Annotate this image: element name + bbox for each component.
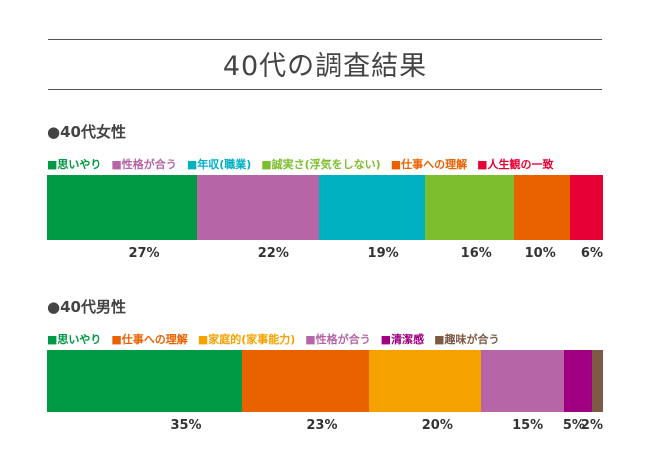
bar-segment <box>591 350 603 412</box>
bar-segment <box>47 175 198 240</box>
legend-item: ■清潔感 <box>380 333 425 346</box>
labels-male: 35% 23% 20% 15% 5% 2% <box>47 418 603 434</box>
data-label: 22% <box>257 246 289 261</box>
bar-segment <box>569 175 603 240</box>
bar-segment <box>47 350 242 412</box>
data-label: 27% <box>128 246 160 261</box>
labels-female: 27% 22% 19% 16% 10% 6% <box>47 246 603 262</box>
legend-item: ■趣味が合う <box>434 333 500 346</box>
bottom-rule <box>48 89 602 90</box>
data-label: 16% <box>460 246 492 261</box>
legend-item: ■人生観の一致 <box>477 158 554 171</box>
bar-segment <box>564 350 592 412</box>
legend-female: ■思いやり ■性格が合う ■年収(職業) ■誠実さ(浮気をしない) ■仕事への理解 ■人生… <box>47 156 554 172</box>
data-label: 2% <box>580 418 603 433</box>
data-label: 6% <box>580 246 603 261</box>
legend-item: ■年収(職業) <box>186 158 252 171</box>
legend-item: ■誠実さ(浮気をしない) <box>261 158 381 171</box>
data-label: 20% <box>421 418 453 433</box>
bar-segment <box>480 350 565 412</box>
bar-segment <box>319 175 426 240</box>
bar-male <box>47 350 603 412</box>
legend-item: ■思いやり <box>47 158 102 171</box>
data-label: 15% <box>512 418 544 433</box>
data-label: 19% <box>367 246 399 261</box>
legend-item: ■家庭的(家事能力) <box>197 333 296 346</box>
bar-segment <box>369 350 481 412</box>
data-label: 5% <box>562 418 585 433</box>
section-title-male: ●40代男性 <box>47 298 126 316</box>
data-label: 10% <box>524 246 556 261</box>
bar-segment <box>197 175 320 240</box>
section-title-female: ●40代女性 <box>47 123 126 141</box>
bar-segment <box>514 175 570 240</box>
bar-segment <box>425 175 514 240</box>
page-title: 40代の調査結果 <box>222 51 428 82</box>
top-rule <box>48 39 602 40</box>
legend-item: ■性格が合う <box>305 333 371 346</box>
data-label: 35% <box>170 418 202 433</box>
legend-male: ■思いやり ■仕事への理解 ■家庭的(家事能力) ■性格が合う ■清潔感 ■趣味が合う <box>47 331 499 347</box>
bar-segment <box>241 350 370 412</box>
legend-item: ■性格が合う <box>111 158 177 171</box>
legend-item: ■思いやり <box>47 333 102 346</box>
legend-item: ■仕事への理解 <box>390 158 468 171</box>
bar-female <box>47 175 603 240</box>
data-label: 23% <box>306 418 338 433</box>
legend-item: ■仕事への理解 <box>111 333 188 346</box>
